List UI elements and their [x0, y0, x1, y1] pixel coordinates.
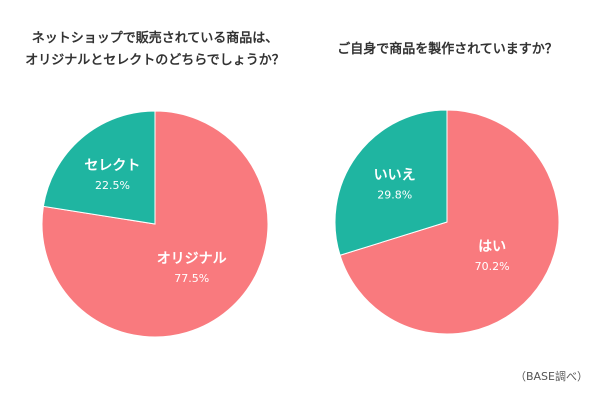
chart-2-title: ご自身で商品を製作されていますか？ [305, 39, 590, 61]
chart-2-slice-2 [334, 109, 448, 256]
chart-2-title-line1: ご自身で商品を製作されていますか？ [337, 42, 558, 57]
chart-1-title-line2: オリジナルとセレクトのどちらでしょうか？ [25, 53, 285, 68]
chart-1-slice-2-label: セレクト [84, 158, 140, 174]
chart-1-slice-1 [41, 110, 269, 338]
chart-1-slice-1-value: 77.5% [174, 272, 209, 285]
chart-1-title-line1: ネットショップで販売されている商品は、 [31, 31, 279, 46]
chart-2-slice-1-label: はい [478, 239, 506, 255]
chart-2-slice-2-value: 29.8% [377, 188, 412, 201]
chart-1-slice-2 [42, 110, 156, 225]
source-note: （BASE調べ） [514, 370, 588, 383]
chart-2-slice-2-label: いいえ [374, 167, 416, 183]
chart-2-slice-1 [339, 109, 560, 335]
chart-1-slice-2-value: 22.5% [95, 179, 130, 192]
chart-1-title: ネットショップで販売されている商品は、 オリジナルとセレクトのどちらでしょうか？ [20, 28, 290, 72]
chart-1-slice-1-label: オリジナル [157, 251, 227, 267]
chart-2-slice-1-value: 70.2% [475, 260, 510, 273]
